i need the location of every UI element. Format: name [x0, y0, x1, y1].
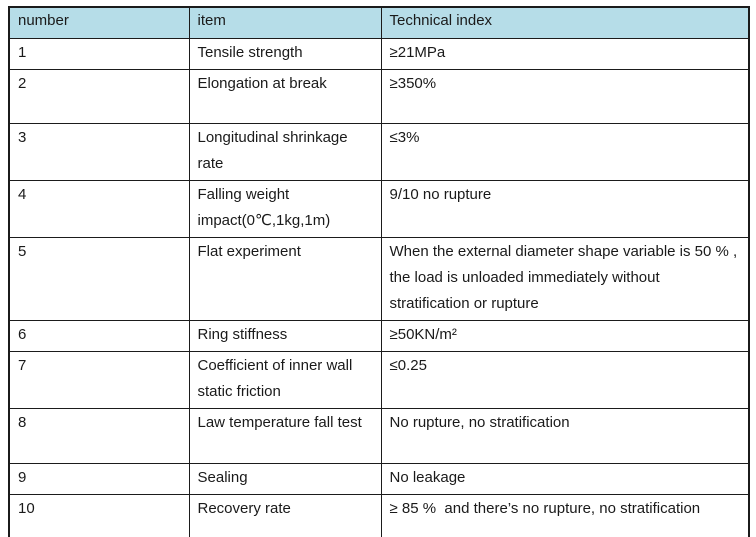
cell-item: Recovery rate — [188, 494, 382, 537]
column-header-number: number — [8, 6, 190, 39]
table-body: 1 Tensile strength ≥21MPa 2 Elongation at br… — [8, 38, 750, 537]
table-row: 4 Falling weight impact(0℃,1kg,1m) 9/10 no… — [8, 180, 750, 238]
cell-item: Sealing — [188, 463, 382, 495]
cell-technical-index: ≥350% — [380, 69, 750, 124]
cell-item: Ring stiffness — [188, 320, 382, 352]
table-row: 7 Coefficient of inner wall static fricti… — [8, 351, 750, 409]
header-row: number item Technical index — [8, 6, 750, 39]
table-row: 9 Sealing No leakage — [8, 463, 750, 495]
cell-item: Elongation at break — [188, 69, 382, 124]
table-row: 1 Tensile strength ≥21MPa — [8, 38, 750, 70]
cell-item: Law temperature fall test — [188, 408, 382, 464]
table-row: 6 Ring stiffness ≥50KN/m² — [8, 320, 750, 352]
cell-technical-index: ≥50KN/m² — [380, 320, 750, 352]
cell-number: 6 — [8, 320, 190, 352]
cell-number: 4 — [8, 180, 190, 238]
column-header-item: item — [188, 6, 382, 39]
cell-technical-index: No leakage — [380, 463, 750, 495]
table-row: 10 Recovery rate ≥ 85 % and there’s no rup… — [8, 494, 750, 537]
cell-technical-index: When the external diameter shape variabl… — [380, 237, 750, 321]
cell-item: Flat experiment — [188, 237, 382, 321]
cell-number: 8 — [8, 408, 190, 464]
technical-spec-table: number item Technical index 1 Tensile str… — [8, 6, 750, 537]
cell-technical-index: 9/10 no rupture — [380, 180, 750, 238]
cell-technical-index: ≥21MPa — [380, 38, 750, 70]
column-header-technical-index: Technical index — [380, 6, 750, 39]
cell-item: Falling weight impact(0℃,1kg,1m) — [188, 180, 382, 238]
table-row: 3 Longitudinal shrinkage rate ≤3% — [8, 123, 750, 181]
table-row: 2 Elongation at break ≥350% — [8, 69, 750, 124]
spec-table-wrapper: number item Technical index 1 Tensile str… — [8, 6, 750, 537]
cell-item: Longitudinal shrinkage rate — [188, 123, 382, 181]
cell-number: 2 — [8, 69, 190, 124]
cell-technical-index: ≤3% — [380, 123, 750, 181]
cell-number: 1 — [8, 38, 190, 70]
cell-number: 3 — [8, 123, 190, 181]
cell-item: Coefficient of inner wall static frictio… — [188, 351, 382, 409]
cell-number: 7 — [8, 351, 190, 409]
table-row: 5 Flat experiment When the external diamet… — [8, 237, 750, 321]
cell-number: 9 — [8, 463, 190, 495]
cell-item: Tensile strength — [188, 38, 382, 70]
cell-technical-index: ≤0.25 — [380, 351, 750, 409]
cell-number: 5 — [8, 237, 190, 321]
table-row: 8 Law temperature fall test No rupture, no… — [8, 408, 750, 464]
cell-technical-index: No rupture, no stratification — [380, 408, 750, 464]
table-header: number item Technical index — [8, 6, 750, 39]
cell-number: 10 — [8, 494, 190, 537]
cell-technical-index: ≥ 85 % and there’s no rupture, no strati… — [380, 494, 750, 537]
